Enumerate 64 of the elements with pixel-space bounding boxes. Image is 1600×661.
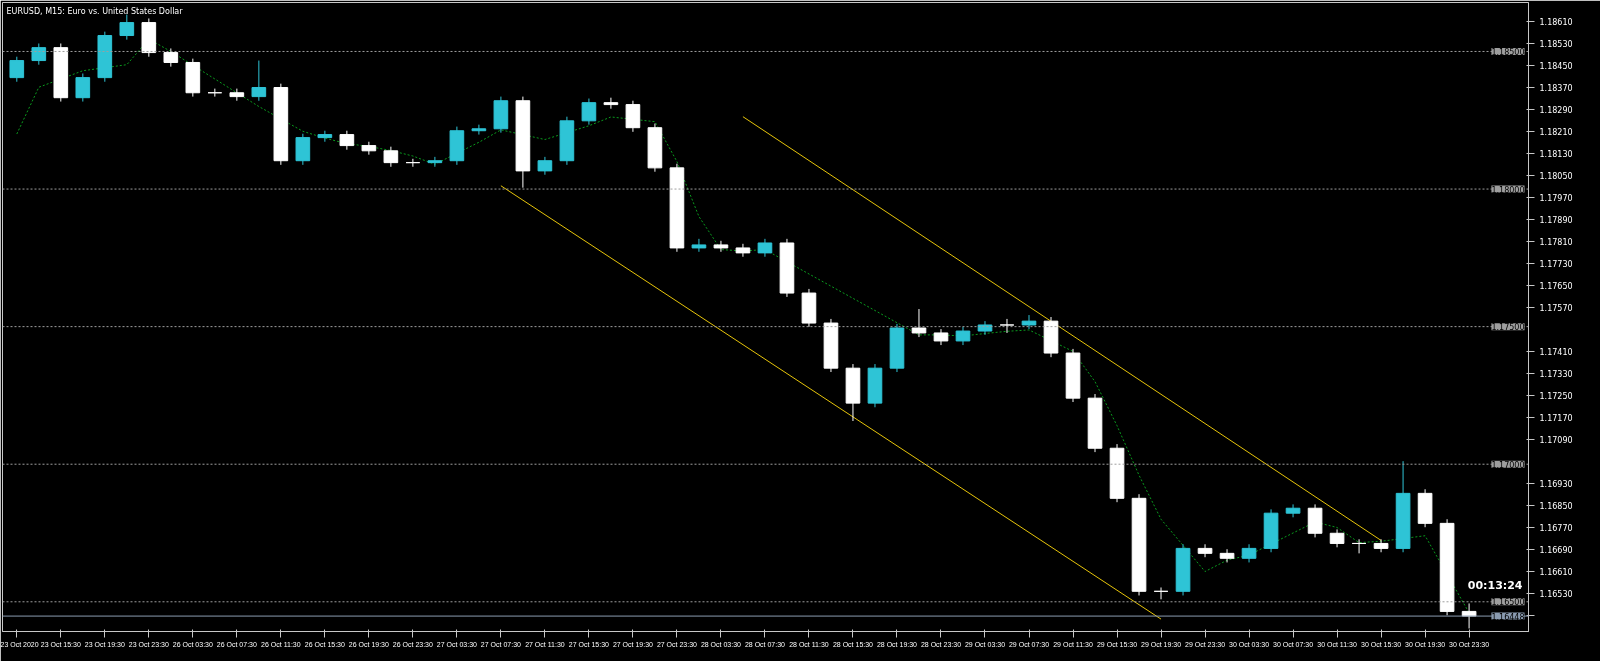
candlestick [1351, 538, 1367, 554]
candlestick [9, 56, 25, 83]
y-tick-label: 1.18530 [1539, 39, 1573, 49]
candlestick [427, 156, 443, 168]
y-tick-label: 1.17090 [1539, 435, 1573, 445]
y-tick-label: 1.16770 [1539, 523, 1573, 533]
candlestick [581, 98, 597, 126]
ref-line-label: 1.16500 [1491, 598, 1525, 608]
candlestick [955, 326, 971, 346]
candlestick [1373, 538, 1389, 553]
candlestick [625, 100, 641, 133]
y-tick-label: 1.17970 [1539, 193, 1573, 203]
candlestick [471, 124, 487, 136]
candlestick [713, 240, 729, 253]
candlestick [251, 60, 267, 102]
candlestick [1021, 314, 1037, 330]
candlestick [119, 14, 135, 41]
y-tick-label: 1.18610 [1539, 17, 1573, 27]
y-tick-label: 1.17330 [1539, 369, 1573, 379]
candlestick [361, 141, 377, 156]
candlestick [1219, 548, 1235, 563]
y-tick-label: 1.17570 [1539, 303, 1573, 313]
ref-line-label: 1.17000 [1491, 460, 1525, 470]
y-tick-label: 1.17810 [1539, 237, 1573, 247]
candlestick [1153, 586, 1169, 600]
y-tick-label: 1.17410 [1539, 347, 1573, 357]
candlestick [75, 72, 91, 103]
ref-line-label: 1.16448 [1491, 612, 1525, 622]
y-tick-label: 1.17650 [1539, 281, 1573, 291]
candlestick [405, 158, 421, 168]
candlestick [1241, 543, 1257, 563]
y-tick-label: 1.17250 [1539, 391, 1573, 401]
candlestick [163, 47, 179, 68]
y-tick-label: 1.18450 [1539, 61, 1573, 71]
y-tick-label: 1.17730 [1539, 259, 1573, 269]
candlestick [295, 133, 311, 166]
y-tick-label: 1.18290 [1539, 105, 1573, 115]
y-tick-label: 1.16610 [1539, 568, 1573, 578]
candlestick [31, 43, 47, 66]
candlestick [691, 238, 707, 253]
y-tick-label: 1.18050 [1539, 171, 1573, 181]
candlestick [603, 97, 619, 110]
candlestick [317, 130, 333, 143]
y-tick-label: 1.18210 [1539, 127, 1573, 137]
candlestick [383, 146, 399, 168]
y-tick-label: 1.16930 [1539, 479, 1573, 489]
y-tick-label: 1.16530 [1539, 590, 1573, 600]
y-tick-label: 1.16850 [1539, 501, 1573, 511]
candlestick [999, 318, 1015, 334]
candlestick [735, 243, 751, 258]
candlestick [1285, 503, 1301, 518]
y-tick-label: 1.18130 [1539, 149, 1573, 159]
y-tick-label: 1.17890 [1539, 215, 1573, 225]
candlestick [911, 308, 927, 338]
candlestick [339, 130, 355, 151]
candlestick [1197, 543, 1213, 558]
ref-line-label: 1.18500 [1491, 47, 1525, 57]
y-tick-label: 1.18370 [1539, 83, 1573, 93]
ref-line-label: 1.18000 [1491, 185, 1525, 195]
y-tick-label: 1.17170 [1539, 413, 1573, 423]
y-tick-label: 1.16690 [1539, 546, 1573, 555]
ref-line-label: 1.17500 [1491, 323, 1525, 333]
annotation: 00:13:24 [1467, 578, 1523, 592]
text: EURUSD, M15: Euro vs. United States Dollar [6, 6, 184, 16]
